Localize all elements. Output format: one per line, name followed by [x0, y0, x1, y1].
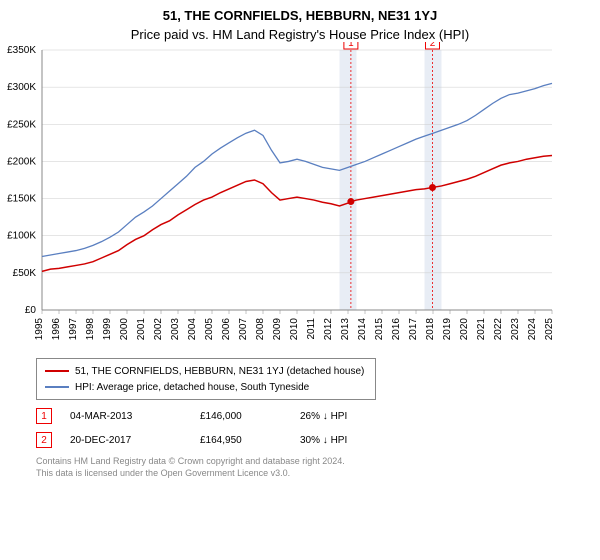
svg-text:2007: 2007	[238, 318, 249, 341]
svg-text:2013: 2013	[340, 318, 351, 341]
svg-text:1: 1	[348, 42, 354, 49]
svg-text:2012: 2012	[323, 318, 334, 341]
footer-line2: This data is licensed under the Open Gov…	[36, 468, 600, 480]
svg-text:2022: 2022	[493, 318, 504, 341]
marker-price: £164,950	[200, 435, 300, 446]
svg-text:1995: 1995	[34, 318, 45, 341]
svg-text:1999: 1999	[102, 318, 113, 341]
svg-text:£0: £0	[25, 305, 37, 316]
svg-text:2018: 2018	[425, 318, 436, 341]
svg-text:2009: 2009	[272, 318, 283, 341]
marker-diff: 30% ↓ HPI	[300, 435, 347, 446]
svg-text:2003: 2003	[170, 318, 181, 341]
svg-text:1996: 1996	[51, 318, 62, 341]
legend: 51, THE CORNFIELDS, HEBBURN, NE31 1YJ (d…	[36, 358, 376, 400]
legend-label: 51, THE CORNFIELDS, HEBBURN, NE31 1YJ (d…	[75, 366, 364, 377]
marker-price: £146,000	[200, 411, 300, 422]
legend-item: HPI: Average price, detached house, Sout…	[45, 379, 367, 395]
svg-text:2000: 2000	[119, 318, 130, 341]
svg-text:2006: 2006	[221, 318, 232, 341]
svg-text:2020: 2020	[459, 318, 470, 341]
legend-swatch	[45, 370, 69, 372]
svg-text:2: 2	[430, 42, 436, 49]
svg-text:2015: 2015	[374, 318, 385, 341]
chart-plot: £0 £50K £100K £150K £200K £250K £300K £350K 1995…	[0, 42, 560, 352]
legend-item: 51, THE CORNFIELDS, HEBBURN, NE31 1YJ (d…	[45, 363, 367, 379]
marker-row: 2 20-DEC-2017£164,95030% ↓ HPI	[36, 432, 600, 448]
svg-text:2008: 2008	[255, 318, 266, 341]
svg-text:1997: 1997	[68, 318, 79, 341]
marker-date: 20-DEC-2017	[70, 435, 200, 446]
svg-text:£150K: £150K	[7, 194, 36, 205]
chart-subtitle: Price paid vs. HM Land Registry's House …	[0, 27, 600, 42]
svg-text:2004: 2004	[187, 318, 198, 341]
svg-text:£100K: £100K	[7, 231, 36, 242]
footer-line1: Contains HM Land Registry data © Crown c…	[36, 456, 600, 468]
svg-text:2023: 2023	[510, 318, 521, 341]
svg-text:2025: 2025	[544, 318, 555, 341]
svg-text:2002: 2002	[153, 318, 164, 341]
marker-table: 1 04-MAR-2013£146,00026% ↓ HPI 2 20-DEC-201…	[0, 408, 600, 448]
marker-diff: 26% ↓ HPI	[300, 411, 347, 422]
chart-title: 51, THE CORNFIELDS, HEBBURN, NE31 1YJ	[0, 8, 600, 23]
marker-number: 2	[36, 432, 52, 448]
svg-text:2017: 2017	[408, 318, 419, 341]
marker-date: 04-MAR-2013	[70, 411, 200, 422]
svg-text:2010: 2010	[289, 318, 300, 341]
svg-text:1998: 1998	[85, 318, 96, 341]
svg-text:2014: 2014	[357, 318, 368, 341]
svg-text:2005: 2005	[204, 318, 215, 341]
svg-text:2021: 2021	[476, 318, 487, 341]
footer-note: Contains HM Land Registry data © Crown c…	[36, 456, 600, 479]
marker-row: 1 04-MAR-2013£146,00026% ↓ HPI	[36, 408, 600, 424]
svg-text:£250K: £250K	[7, 119, 36, 130]
svg-text:2001: 2001	[136, 318, 147, 341]
svg-text:2016: 2016	[391, 318, 402, 341]
svg-text:2024: 2024	[527, 318, 538, 341]
svg-text:2019: 2019	[442, 318, 453, 341]
legend-swatch	[45, 386, 69, 388]
svg-text:£50K: £50K	[13, 268, 37, 279]
marker-number: 1	[36, 408, 52, 424]
svg-text:£300K: £300K	[7, 82, 36, 93]
svg-text:2011: 2011	[306, 318, 317, 340]
svg-text:£200K: £200K	[7, 156, 36, 167]
legend-label: HPI: Average price, detached house, Sout…	[75, 382, 309, 393]
svg-text:£350K: £350K	[7, 45, 36, 56]
